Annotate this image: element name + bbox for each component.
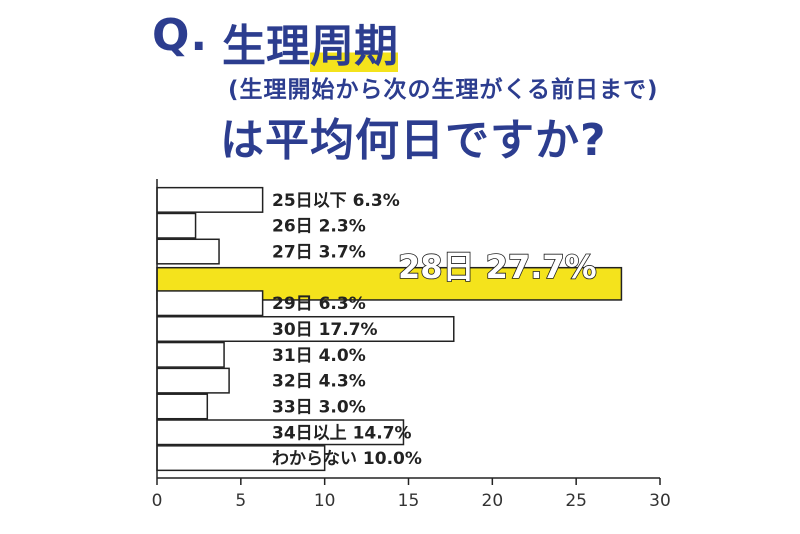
bar-2 bbox=[156, 238, 220, 265]
bar-7 bbox=[156, 367, 230, 394]
bar-label-9: 34日以上 14.7% bbox=[272, 423, 412, 443]
bar-4 bbox=[156, 290, 264, 317]
bar-label-10: わからない 10.0% bbox=[272, 449, 422, 469]
x-tick-label-2: 10 bbox=[314, 491, 336, 511]
title-line-1: 生理周期 bbox=[222, 10, 398, 74]
subtitle: (生理開始から次の生理がくる前日まで) bbox=[228, 77, 659, 103]
x-ticks-group: 0 5 10 15 20 25 30 bbox=[152, 478, 671, 511]
x-tick-label-5: 25 bbox=[565, 491, 587, 511]
bar-5 bbox=[156, 315, 455, 343]
bar-9 bbox=[156, 419, 405, 446]
bars-group: 25日以下 6.3% 26日 2.3% 27日 3.7% 28日 27.7% 29日 6… bbox=[156, 186, 623, 472]
bar-label-7: 32日 4.3% bbox=[272, 372, 366, 392]
bar-1 bbox=[156, 212, 197, 239]
bar-label-2: 27日 3.7% bbox=[272, 243, 366, 263]
title-line-3: は平均何日ですか? bbox=[220, 115, 607, 166]
bar-6 bbox=[156, 341, 225, 368]
x-tick-label-1: 5 bbox=[235, 491, 246, 511]
bar-label-5: 30日 17.7% bbox=[272, 320, 378, 340]
title-part-1: 生理 bbox=[222, 21, 310, 72]
bar-label-1: 26日 2.3% bbox=[272, 217, 366, 237]
bar-label-8: 33日 3.0% bbox=[272, 397, 366, 417]
bar-label-0: 25日以下 6.3% bbox=[272, 191, 400, 211]
bar-10 bbox=[156, 445, 326, 472]
x-tick-label-0: 0 bbox=[152, 491, 163, 511]
bar-label-6: 31日 4.0% bbox=[272, 346, 366, 366]
x-tick-label-3: 15 bbox=[398, 491, 420, 511]
bar-8 bbox=[156, 393, 209, 420]
title-part-2-highlighted: 周期 bbox=[310, 21, 398, 72]
bar-label-3: 28日 27.7% bbox=[398, 248, 597, 286]
bar-label-4: 29日 6.3% bbox=[272, 294, 366, 314]
x-tick-label-6: 30 bbox=[649, 491, 671, 511]
bar-0 bbox=[156, 186, 264, 213]
question-mark-label: Q. bbox=[152, 10, 209, 61]
x-tick-label-4: 20 bbox=[482, 491, 504, 511]
title-block: Q. 生理周期 (生理開始から次の生理がくる前日まで) は平均何日ですか? bbox=[0, 0, 800, 170]
